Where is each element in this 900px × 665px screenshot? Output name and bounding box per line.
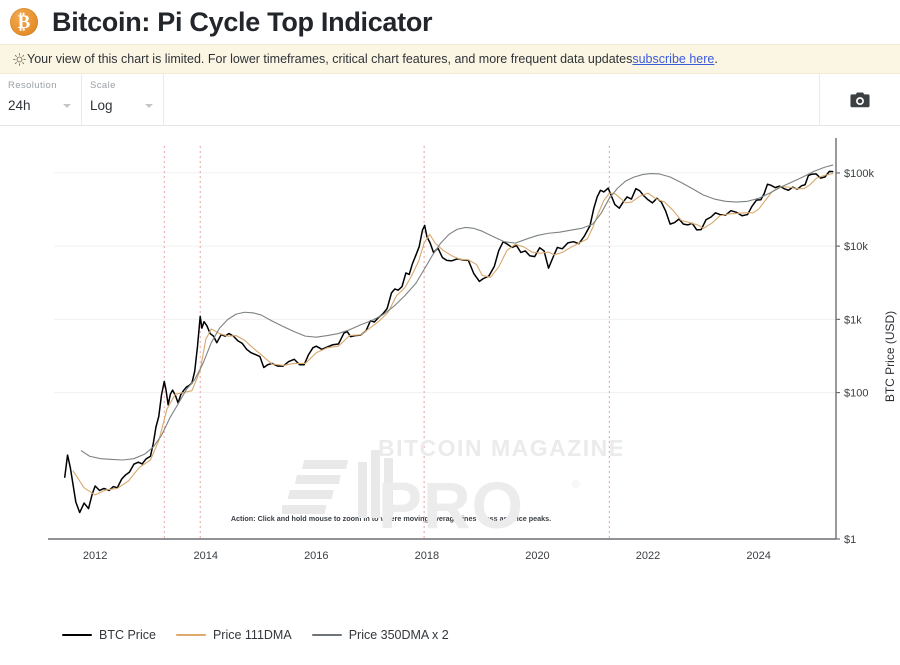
resolution-dropdown[interactable]: Resolution 24h bbox=[0, 74, 82, 125]
chart-action-annotation: Action: Click and hold mouse to zoom in … bbox=[231, 514, 551, 523]
chevron-down-icon bbox=[145, 103, 153, 108]
y-axis-title: BTC Price (USD) bbox=[883, 311, 897, 402]
limited-view-notice: Your view of this chart is limited. For … bbox=[0, 44, 900, 74]
legend-item-1[interactable]: Price 111DMA bbox=[175, 628, 292, 642]
scale-value: Log bbox=[90, 98, 113, 113]
legend-item-0[interactable]: BTC Price bbox=[62, 628, 156, 642]
series-line-1 bbox=[72, 173, 834, 496]
sun-info-icon bbox=[13, 52, 26, 66]
x-tick-label: 2018 bbox=[415, 550, 439, 562]
page-title: Bitcoin: Pi Cycle Top Indicator bbox=[52, 6, 433, 37]
legend-item-2[interactable]: Price 350DMA x 2 bbox=[311, 628, 449, 642]
bitcoin-coin-icon: ₿ bbox=[10, 8, 38, 36]
camera-icon bbox=[850, 91, 870, 107]
x-tick-label: 2022 bbox=[636, 550, 660, 562]
x-tick-label: 2014 bbox=[194, 550, 218, 562]
legend-label: Price 111DMA bbox=[212, 628, 292, 642]
scale-dropdown[interactable]: Scale Log bbox=[82, 74, 164, 125]
chevron-down-icon bbox=[63, 103, 71, 108]
series-line-0 bbox=[64, 170, 834, 514]
y-tick-label: $1 bbox=[844, 534, 856, 546]
scale-label: Scale bbox=[90, 80, 116, 91]
legend-swatch bbox=[311, 633, 342, 637]
resolution-label: Resolution bbox=[8, 80, 57, 91]
legend-label: Price 350DMA x 2 bbox=[348, 628, 449, 642]
snapshot-button[interactable] bbox=[820, 74, 900, 125]
page-header: ₿ Bitcoin: Pi Cycle Top Indicator bbox=[0, 0, 900, 44]
legend-swatch bbox=[175, 633, 206, 637]
y-tick-label: $100k bbox=[844, 168, 874, 180]
legend-swatch bbox=[62, 633, 92, 637]
chart-area[interactable]: BITCOIN MAGAZINE PRO ® $1 $100 $1k $10k $100… bbox=[0, 126, 900, 621]
series-line-2 bbox=[80, 164, 834, 461]
x-tick-label: 2016 bbox=[304, 550, 328, 562]
notice-text-end: . bbox=[714, 52, 718, 66]
x-tick-label: 2020 bbox=[525, 550, 549, 562]
chart-legend: BTC Price Price 111DMA Price 350DMA x 2 bbox=[0, 621, 900, 649]
y-tick-label: $100 bbox=[844, 388, 868, 400]
y-tick-label: $1k bbox=[844, 314, 862, 326]
subscribe-here-link[interactable]: subscribe here bbox=[632, 52, 715, 66]
pi-cycle-chart-svg[interactable]: $1 $100 $1k $10k $100k 2012 2014 2016 2018 2020 20… bbox=[0, 126, 900, 621]
resolution-value: 24h bbox=[8, 98, 31, 113]
y-tick-label: $10k bbox=[844, 241, 868, 253]
toolbar-spacer bbox=[164, 74, 820, 125]
notice-text: Your view of this chart is limited. For … bbox=[27, 52, 633, 66]
x-tick-label: 2012 bbox=[83, 550, 107, 562]
legend-label: BTC Price bbox=[99, 628, 156, 642]
chart-toolbar: Resolution 24h Scale Log bbox=[0, 74, 900, 126]
x-tick-label: 2024 bbox=[746, 550, 770, 562]
